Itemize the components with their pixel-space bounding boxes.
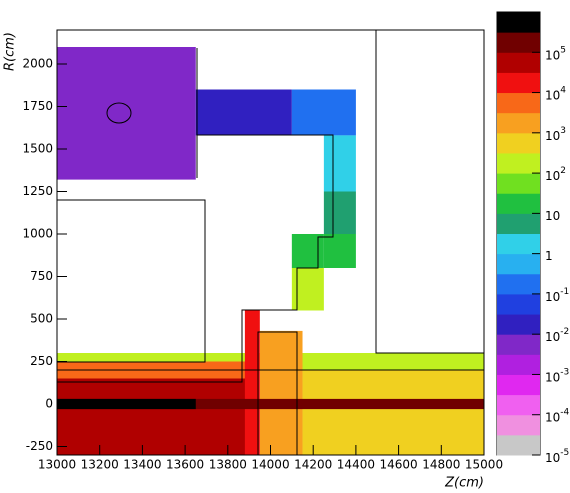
x-tick-label: 14400 [337, 458, 375, 472]
colorbar-tick-label: 105 [545, 45, 566, 62]
colorbar-tick-exponent: 2 [560, 166, 566, 176]
colorbar-bin [497, 32, 540, 53]
colorbar-bin [497, 273, 540, 295]
colorbar-tick-exponent: -4 [560, 407, 569, 417]
y-tick-label: 0 [45, 397, 53, 411]
colorbar-tick-exponent: 5 [560, 45, 566, 55]
heatmap-cell [323, 234, 356, 268]
colorbar-tick-label: 10-2 [545, 327, 569, 344]
colorbar-tick-label: 103 [545, 125, 566, 142]
colorbar-bin [497, 193, 540, 214]
heatmap-cell [244, 310, 260, 455]
colorbar-tick-label: 10-3 [545, 367, 569, 384]
colorbar-tick-exponent: -2 [560, 327, 569, 337]
x-tick-label: 13000 [38, 458, 76, 472]
x-tick-label: 13600 [166, 458, 204, 472]
y-tick-label: 250 [30, 354, 53, 368]
y-tick-label: 1250 [22, 184, 53, 198]
heatmap-cell [291, 234, 324, 268]
heatmap-cell [57, 398, 196, 410]
x-tick-label: 14800 [422, 458, 460, 472]
colorbar-tick-label: 10-5 [545, 448, 569, 465]
colorbar-tick-label: 10-4 [545, 407, 570, 424]
colorbar-bin [497, 112, 540, 134]
colorbar-tick-label: 102 [545, 166, 566, 183]
y-tick-label: -250 [26, 439, 53, 453]
colorbar-bin [497, 213, 540, 234]
colorbar-bin [497, 152, 540, 174]
colorbar-bin [497, 293, 540, 315]
colorbar-tick-base: 10 [545, 169, 560, 183]
colorbar-bin [497, 354, 540, 375]
colorbar-bin [497, 72, 540, 94]
colorbar-tick-base: 10 [545, 48, 560, 62]
y-tick-label: 750 [30, 269, 53, 283]
colorbar-tick-base: 10 [545, 88, 560, 102]
x-tick-label: 15000 [465, 458, 503, 472]
colorbar-bin [497, 173, 540, 194]
colorbar-bin [497, 374, 540, 396]
colorbar-tick-exponent: 4 [560, 85, 566, 95]
x-tick-label: 14000 [251, 458, 289, 472]
y-axis-title: R(cm) [3, 32, 18, 71]
y-tick-label: 1000 [22, 227, 53, 241]
heatmap-cell [57, 378, 250, 455]
colorbar-tick-exponent: -5 [560, 448, 569, 458]
heatmap-cell [259, 330, 303, 455]
heatmap-cell [323, 135, 356, 192]
heatmap-cell [57, 47, 196, 180]
x-tick-label: 13800 [209, 458, 247, 472]
colorbar-bin [497, 52, 540, 73]
colorbar-tick-exponent: 3 [560, 125, 566, 135]
colorbar-bin [497, 92, 540, 114]
heatmap-cell [57, 398, 484, 410]
x-axis-title: Z(cm) [444, 476, 484, 491]
colorbar-tick-base: 10 [545, 370, 560, 384]
y-tick-label: 500 [30, 312, 53, 326]
colorbar-tick-label: 10 [545, 209, 560, 223]
colorbar-tick-exponent: -1 [560, 286, 569, 296]
colorbar-bin [497, 434, 540, 456]
marker-ellipse [106, 102, 132, 124]
heatmap-cell [195, 89, 292, 136]
x-tick-label: 14600 [380, 458, 418, 472]
geometry-outline [57, 30, 484, 456]
colorbar-bin [497, 233, 540, 255]
heatmap-cell [291, 89, 356, 136]
y-tick-label: 2000 [22, 57, 53, 71]
colorbar-bin [497, 12, 540, 33]
x-tick-label: 13400 [123, 458, 161, 472]
heatmap [57, 47, 484, 455]
colorbar-bin [497, 253, 540, 275]
colorbar-tick-label: 10-1 [545, 286, 569, 303]
y-tick-label: 1500 [22, 142, 53, 156]
x-tick-label: 14200 [294, 458, 332, 472]
colorbar-tick-label: 104 [545, 85, 566, 102]
colorbar-tick-base: 10 [545, 330, 560, 344]
y-tick-label: 1750 [22, 99, 53, 113]
colorbar-bin [497, 314, 540, 335]
colorbar-tick-base: 10 [545, 410, 560, 424]
colorbar-bin [497, 334, 540, 355]
colorbar-bin [497, 414, 540, 436]
x-tick-label: 13200 [81, 458, 119, 472]
colorbar-bin [497, 394, 540, 416]
heatmap-cell [302, 370, 484, 455]
colorbar-tick-exponent: -3 [560, 367, 569, 377]
colorbar-tick-base: 10 [545, 451, 560, 465]
colorbar-tick-base: 10 [545, 289, 560, 303]
colorbar-bin [497, 132, 540, 154]
heatmap-cell [323, 191, 356, 234]
colorbar-tick-base: 10 [545, 128, 560, 142]
colorbar-tick-label: 1 [545, 249, 553, 263]
